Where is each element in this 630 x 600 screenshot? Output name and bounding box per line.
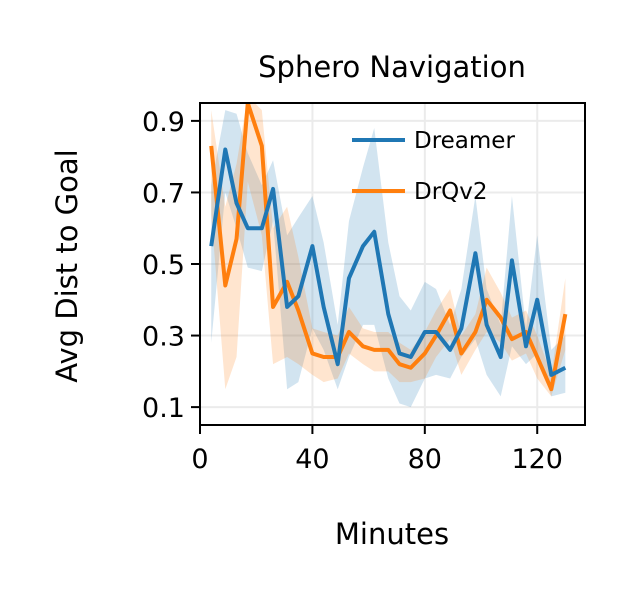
y-tick-label: 0.1 (142, 393, 185, 424)
legend-label-dreamer: Dreamer (414, 128, 515, 154)
legend: Dreamer DrQv2 (352, 128, 515, 205)
x-tick-label: 0 (191, 444, 208, 475)
x-tick-label: 120 (511, 444, 563, 475)
chart-title: Sphero Navigation (258, 50, 526, 84)
ticks-layer: 0 40 80 120 0.1 0.3 0.5 0.7 0.9 (142, 107, 563, 475)
lines-layer (209, 103, 568, 392)
y-tick-label: 0.3 (142, 322, 185, 353)
x-axis-label: Minutes (335, 517, 449, 551)
y-tick-label: 0.7 (142, 178, 185, 209)
line-dreamer (209, 147, 567, 377)
x-tick-label: 80 (408, 444, 442, 475)
legend-label-drqv2: DrQv2 (414, 179, 488, 205)
y-tick-label: 0.5 (142, 250, 185, 281)
x-tick-label: 40 (295, 444, 329, 475)
y-tick-label: 0.9 (142, 107, 185, 138)
y-axis-label: Avg Dist to Goal (50, 149, 84, 382)
